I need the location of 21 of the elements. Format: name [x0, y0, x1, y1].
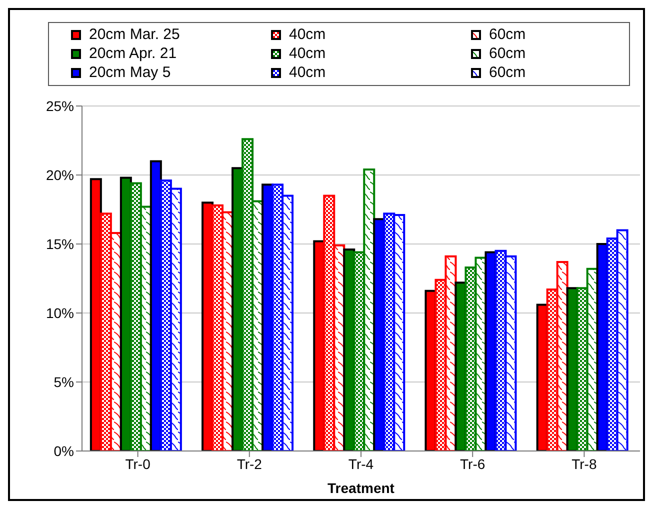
x-tick-label: Tr-8 [572, 456, 597, 472]
legend-label: 40cm [289, 26, 326, 44]
legend-label: 20cm May 5 [89, 64, 171, 82]
legend-label: 40cm [289, 45, 326, 63]
x-tick-label: Tr-6 [460, 456, 486, 472]
x-tick-label: Tr-4 [348, 456, 374, 472]
y-tick-label: 20% [46, 166, 74, 183]
legend-label: 20cm Apr. 21 [89, 45, 177, 63]
legend-label: 20cm Mar. 25 [89, 26, 180, 44]
y-tick-label: 10% [46, 304, 74, 321]
y-tick-label: 15% [46, 236, 74, 252]
x-axis-title: Treatment [328, 480, 395, 496]
legend-label: 40cm [289, 64, 326, 82]
y-tick-label: 25% [46, 98, 74, 114]
x-tick-label: Tr-2 [236, 456, 262, 472]
y-tick-label: 5% [54, 374, 74, 390]
legend-label: 60cm [489, 45, 526, 63]
x-tick-label: Tr-0 [125, 456, 151, 472]
legend-label: 60cm [489, 64, 526, 82]
legend-label: 60cm [489, 26, 526, 44]
y-tick-label: 0% [54, 442, 74, 459]
